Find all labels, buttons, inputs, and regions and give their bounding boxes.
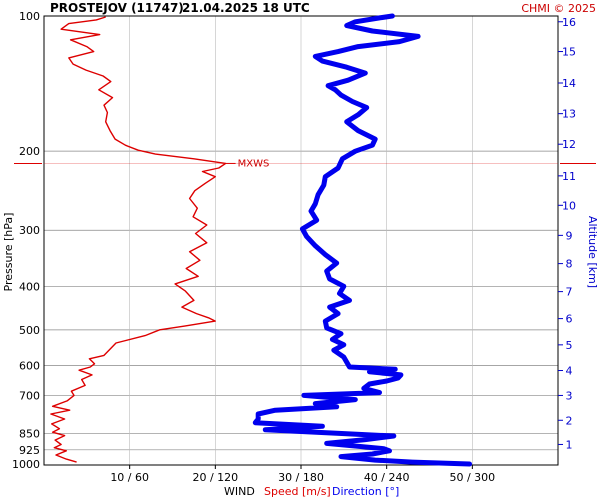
- altitude-tick-label: 2: [566, 414, 573, 427]
- altitude-tick-label: 6: [566, 313, 573, 326]
- speed-line: [50, 16, 227, 463]
- direction-axis-label: Direction [°]: [332, 485, 399, 498]
- altitude-tick-label: 16: [562, 16, 576, 29]
- pressure-axis-label: Pressure [hPa]: [2, 213, 15, 292]
- wind-tick-label: 20 / 120: [192, 471, 238, 484]
- altitude-tick-label: 11: [562, 170, 576, 183]
- altitude-tick-label: 4: [566, 365, 573, 378]
- direction-line: [252, 13, 472, 467]
- plot-frame: [43, 15, 559, 466]
- pressure-tick-label: 1000: [12, 458, 40, 471]
- pressure-tick-label: 100: [19, 10, 40, 23]
- pressure-tick-label: 850: [19, 427, 40, 440]
- wind-axis-title: WIND: [224, 485, 255, 498]
- altitude-tick-label: 15: [562, 46, 576, 59]
- altitude-tick-label: 7: [566, 286, 573, 299]
- altitude-tick-label: 14: [562, 77, 576, 90]
- altitude-tick-label: 1: [566, 438, 573, 451]
- altitude-tick-label: 5: [566, 339, 573, 352]
- wind-series: [50, 13, 472, 467]
- wind-tick-labels: 10 / 60 20 / 120 30 / 180 40 / 240 50 / 300: [110, 471, 495, 484]
- altitude-tick-label: 13: [562, 108, 576, 121]
- pressure-tick-label: 300: [19, 224, 40, 237]
- speed-axis-label: Speed [m/s]: [264, 485, 331, 498]
- altitude-tick-label: 12: [562, 138, 576, 151]
- pressure-tick-label: 200: [19, 145, 40, 158]
- altitude-tick-label: 8: [566, 258, 573, 271]
- pressure-tick-label: 700: [19, 389, 40, 402]
- max-wind-label: MXWS: [238, 158, 270, 169]
- copyright: CHMI © 2025: [521, 2, 596, 15]
- pressure-tick-label: 600: [19, 359, 40, 372]
- altitude-tick-label: 3: [566, 389, 573, 402]
- altitude-tick-label: 9: [566, 229, 573, 242]
- station-title: PROSTEJOV (11747): [50, 1, 184, 15]
- wind-tick-label: 50 / 300: [449, 471, 495, 484]
- pressure-tick-label: 400: [19, 280, 40, 293]
- sounding-datetime: 21.04.2025 18 UTC: [182, 1, 310, 15]
- altitude-axis-label: Altitude [km]: [586, 216, 599, 288]
- pressure-tick-label: 925: [19, 444, 40, 457]
- wind-tick-label: 40 / 240: [364, 471, 410, 484]
- pressure-tick-label: 500: [19, 324, 40, 337]
- wind-tick-label: 30 / 180: [278, 471, 324, 484]
- wind-value-lines: [129, 16, 473, 469]
- altitude-tick-label: 10: [562, 199, 576, 212]
- wind-tick-label: 10 / 60: [110, 471, 149, 484]
- max-wind-marker: MXWS: [14, 158, 596, 169]
